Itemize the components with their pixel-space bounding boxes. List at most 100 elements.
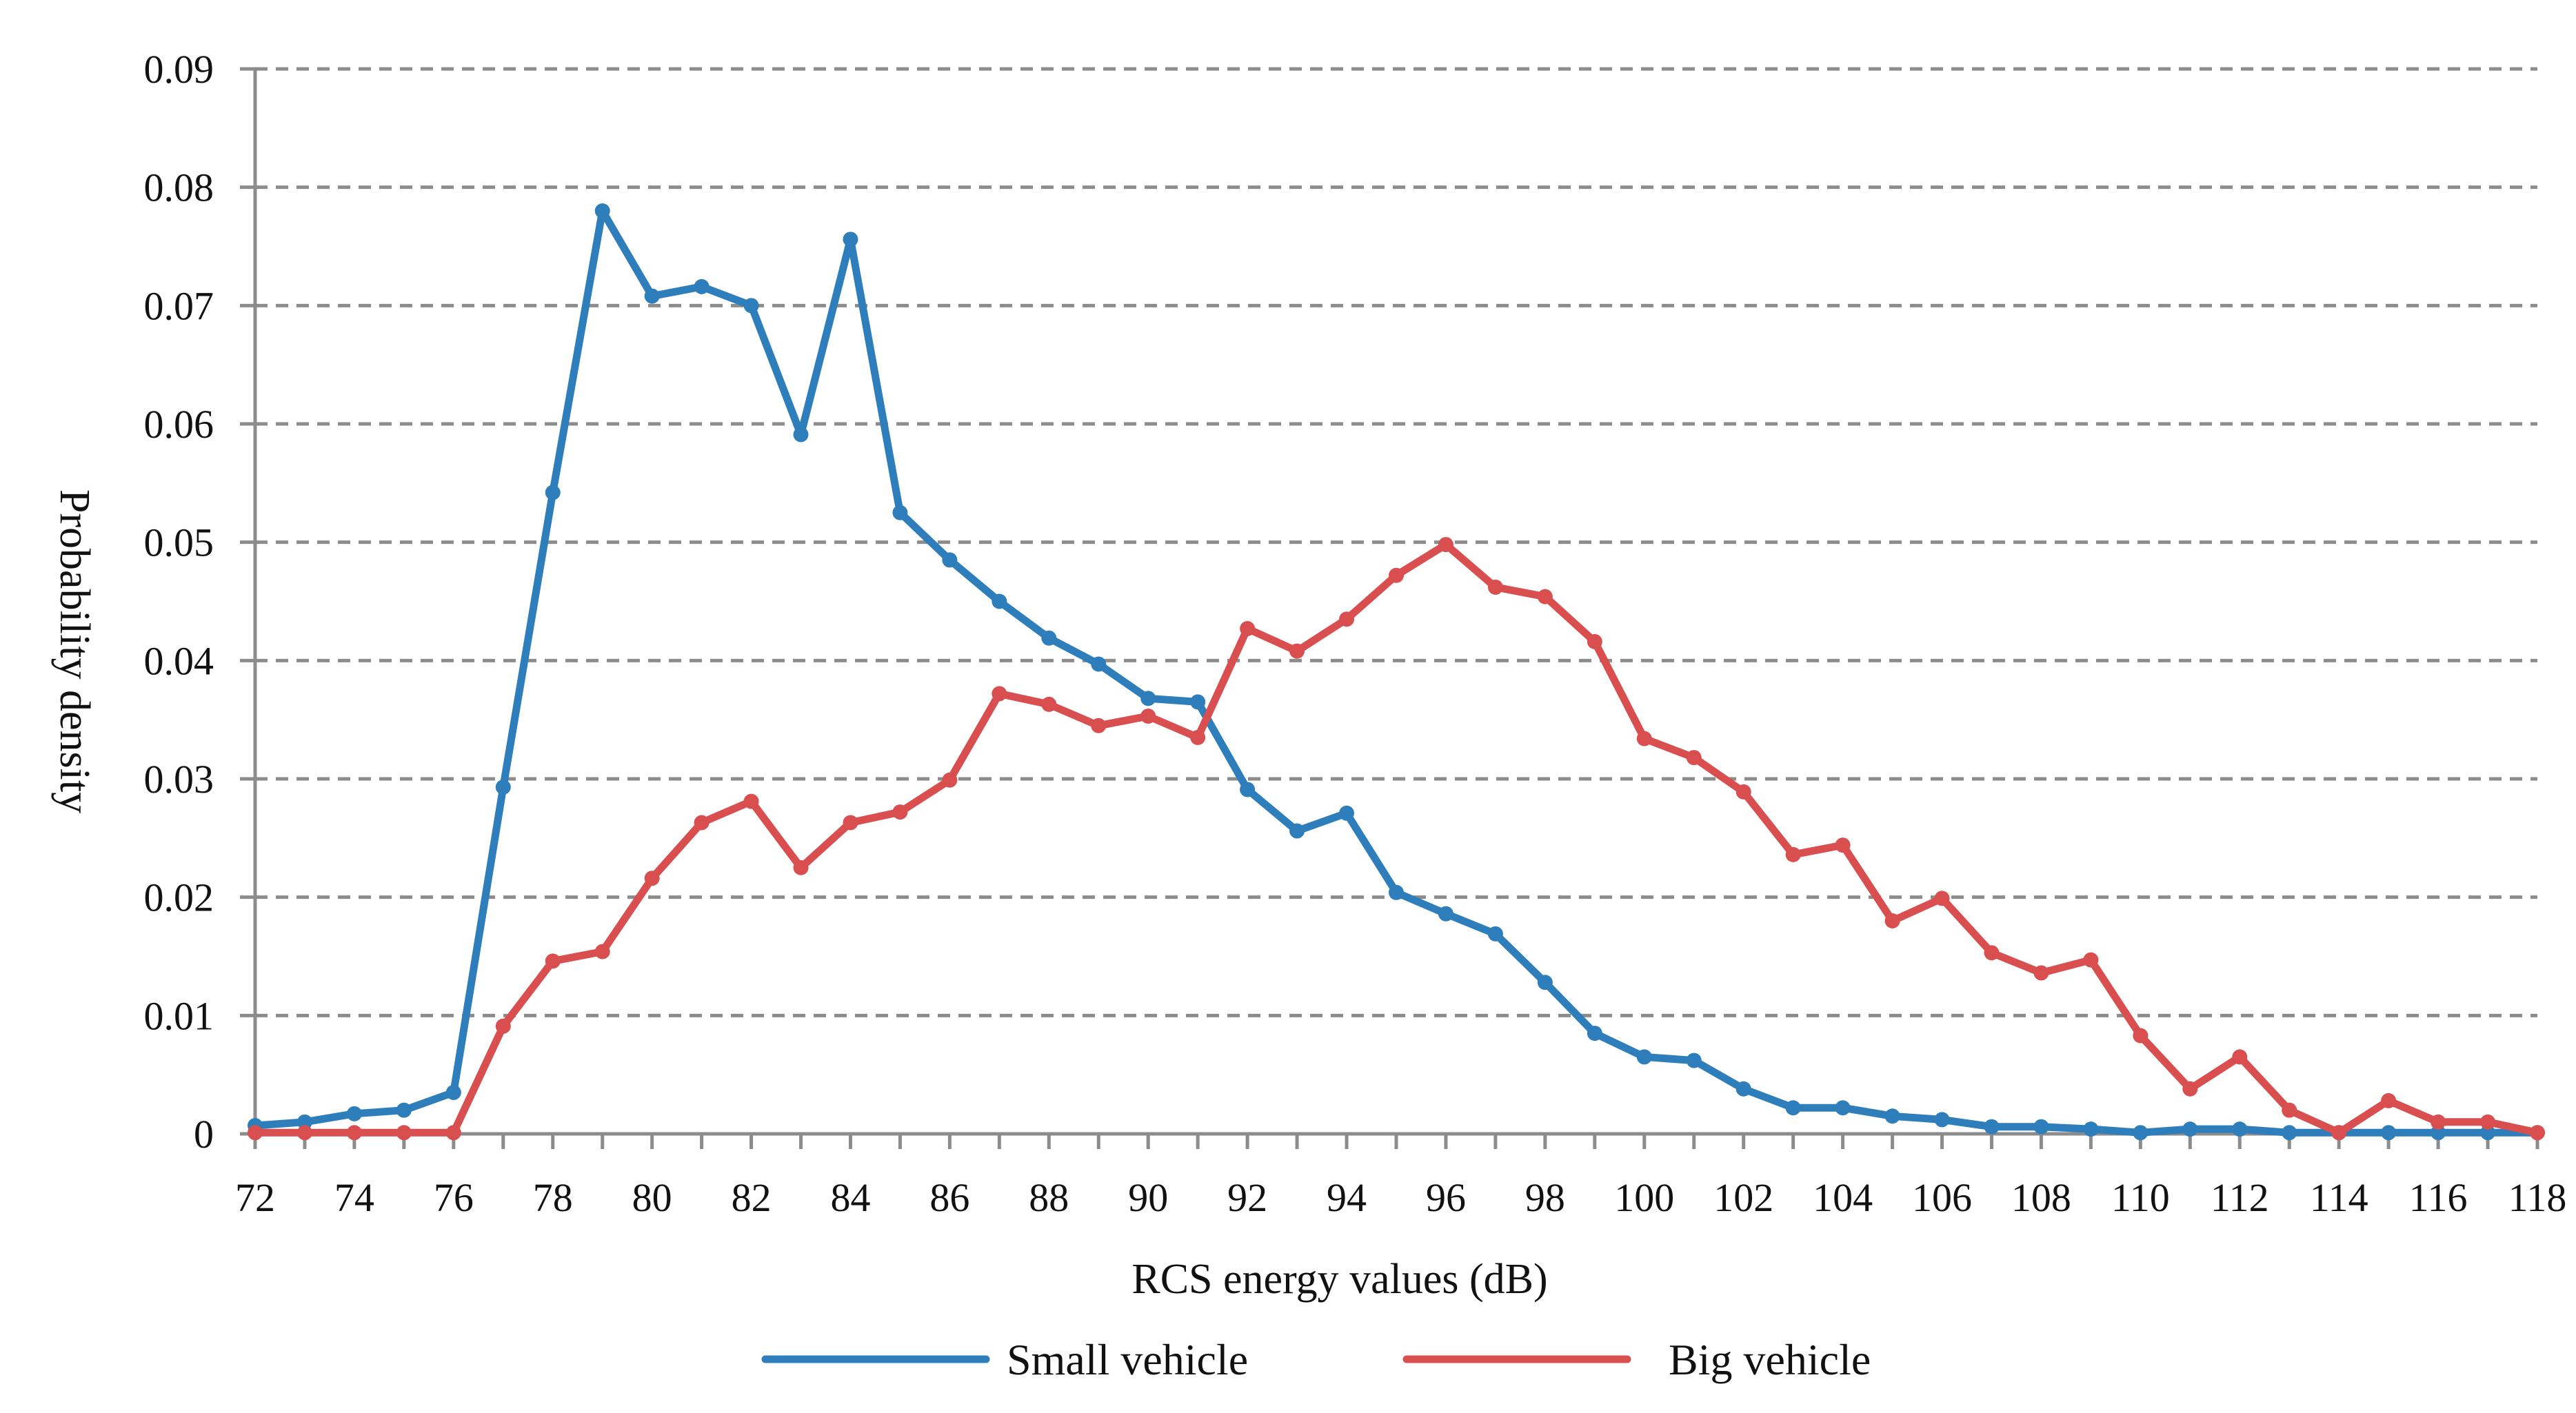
x-tick-label: 76 <box>434 1175 474 1220</box>
series <box>248 203 2545 1141</box>
data-point <box>2381 1092 2397 1108</box>
data-point <box>1636 731 1652 746</box>
data-point <box>1389 884 1404 900</box>
data-point <box>1934 1112 1950 1128</box>
data-point <box>892 804 908 820</box>
data-point <box>1487 579 1503 595</box>
data-point <box>1041 696 1057 712</box>
data-point <box>2530 1125 2545 1141</box>
data-point <box>2381 1125 2397 1141</box>
x-tick-label: 96 <box>1426 1175 1466 1220</box>
data-point <box>992 593 1007 609</box>
data-point <box>743 793 759 809</box>
data-point <box>1140 709 1156 724</box>
data-point <box>1884 1108 1900 1124</box>
data-point <box>2083 1121 2099 1137</box>
data-point <box>1835 837 1851 853</box>
data-point <box>2480 1114 2496 1130</box>
data-point <box>1339 805 1355 821</box>
data-point <box>396 1102 412 1118</box>
x-axis-title: RCS energy values (dB) <box>1131 1256 1547 1303</box>
y-tick-label: 0.01 <box>144 993 214 1038</box>
data-point <box>1140 691 1156 706</box>
data-point <box>1984 1119 2000 1135</box>
x-tick-label: 98 <box>1525 1175 1565 1220</box>
data-point <box>1884 913 1900 928</box>
series-big-vehicle <box>248 537 2545 1141</box>
data-point <box>843 815 858 831</box>
data-point <box>694 815 710 831</box>
x-tick-label: 110 <box>2111 1175 2170 1220</box>
data-point <box>445 1084 461 1100</box>
data-point <box>2232 1121 2248 1137</box>
data-point <box>594 203 610 218</box>
data-point <box>2431 1125 2446 1141</box>
axes <box>240 67 2539 1149</box>
y-tick-label: 0.09 <box>144 47 214 92</box>
data-point <box>1289 823 1305 839</box>
data-point <box>2282 1102 2297 1118</box>
y-tick-label: 0.07 <box>144 283 214 328</box>
x-tick-label: 90 <box>1128 1175 1168 1220</box>
data-point <box>644 871 660 886</box>
data-point <box>346 1125 362 1141</box>
x-tick-label: 104 <box>1813 1175 1873 1220</box>
data-point <box>1537 975 1553 990</box>
y-tick-label: 0.05 <box>144 520 214 565</box>
data-point <box>793 860 809 875</box>
data-point <box>445 1125 461 1141</box>
data-point <box>1389 567 1404 583</box>
data-point <box>1785 1100 1801 1116</box>
data-point <box>1835 1100 1851 1116</box>
y-tick-label: 0.04 <box>144 638 214 683</box>
y-tick-label: 0 <box>194 1112 214 1157</box>
data-point <box>694 278 710 294</box>
data-point <box>942 552 958 568</box>
y-tick-label: 0.03 <box>144 757 214 802</box>
data-point <box>1091 718 1107 733</box>
y-tick-label: 0.06 <box>144 402 214 447</box>
legend-label: Big vehicle <box>1669 1335 1871 1384</box>
data-point <box>2431 1114 2446 1130</box>
data-point <box>545 485 561 500</box>
data-point <box>743 298 759 314</box>
x-tick-label: 84 <box>830 1175 870 1220</box>
x-tick-label: 100 <box>1614 1175 1674 1220</box>
x-tick-label: 74 <box>334 1175 374 1220</box>
data-point <box>1190 694 1206 710</box>
data-point <box>1537 589 1553 604</box>
data-point <box>1587 1026 1602 1041</box>
data-point <box>2182 1121 2198 1137</box>
data-point <box>2033 965 2049 981</box>
data-point <box>1041 630 1057 646</box>
data-point <box>1438 537 1453 553</box>
x-tick-label: 80 <box>632 1175 672 1220</box>
data-point <box>1735 784 1751 800</box>
x-tick-label: 94 <box>1327 1175 1367 1220</box>
series-line <box>251 207 2542 1137</box>
x-tick-label: 108 <box>2011 1175 2071 1220</box>
data-point <box>1686 1053 1702 1068</box>
data-point <box>992 686 1007 702</box>
data-point <box>1240 782 1256 797</box>
data-point <box>296 1125 312 1141</box>
data-point <box>346 1106 362 1121</box>
y-axis-title: Probability density <box>51 489 98 813</box>
tick-labels: 0 0.01 0.02 0.03 0.04 0.05 0.06 0.07 0.08 0.09 72 7… <box>144 47 2567 1220</box>
data-point <box>2331 1125 2347 1141</box>
data-point <box>2182 1081 2198 1097</box>
data-point <box>793 427 809 443</box>
data-point <box>2282 1125 2297 1141</box>
x-tick-label: 106 <box>1912 1175 1972 1220</box>
data-point <box>1636 1049 1652 1065</box>
data-point <box>396 1125 412 1141</box>
data-point <box>2033 1119 2049 1135</box>
data-point <box>1487 926 1503 942</box>
data-point <box>942 772 958 788</box>
x-tick-label: 72 <box>235 1175 275 1220</box>
legend: Small vehicle Big vehicle <box>761 1335 1871 1384</box>
x-tick-label: 92 <box>1227 1175 1267 1220</box>
series-small-vehicle <box>248 203 2545 1141</box>
data-point <box>843 232 858 247</box>
